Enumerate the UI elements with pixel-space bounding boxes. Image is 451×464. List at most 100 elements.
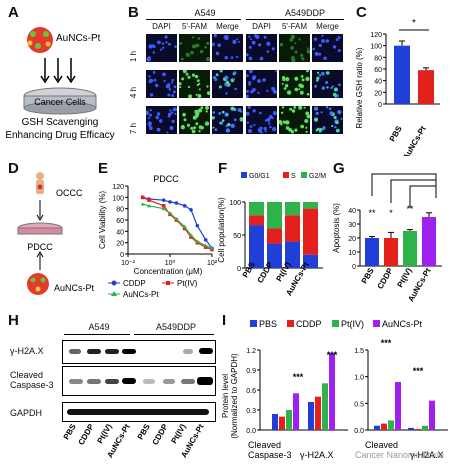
- legend-item-ptiv: Pt(IV): [332, 319, 364, 329]
- data-point: [189, 208, 193, 212]
- panel-a-schematic: AuNCs-Pt Cancer Cells GSH Scavenging Enh…: [5, 27, 115, 141]
- petri-dish-icon: [23, 87, 97, 115]
- panel-h-divider-1: [64, 334, 130, 335]
- bar: [293, 393, 299, 430]
- svg-text:Pt(IV): Pt(IV): [177, 279, 198, 288]
- lane-label: Pt(IV): [95, 422, 113, 445]
- data-point: [182, 226, 187, 231]
- stacked-bar-segment: [267, 228, 282, 244]
- y-tick-label: 1.2: [246, 348, 256, 355]
- panel-d-occc-label: OCCC: [56, 188, 83, 198]
- significance-star: ***: [413, 366, 424, 376]
- svg-text:G2/M: G2/M: [309, 173, 326, 180]
- bar: [394, 45, 410, 104]
- col-header: 5'-FAM: [181, 22, 208, 31]
- y-tick-label: 20: [374, 90, 382, 97]
- significance-star: ***: [327, 350, 338, 360]
- y-tick-label: 120: [112, 184, 124, 191]
- data-point: [203, 245, 208, 249]
- data-point: [168, 200, 172, 204]
- watermark-text: Cancer Nanomedicine: [355, 450, 444, 460]
- y-tick-label: 120: [370, 32, 382, 39]
- panel-i-chart: PBS CDDP Pt(IV) AuNCs-Pt Protein level (…: [221, 319, 448, 460]
- group-label: CDDP: [376, 266, 395, 291]
- panel-e-ylabel: Cell Viability (%): [98, 191, 107, 249]
- data-point: [174, 201, 179, 205]
- col-header: DAPI: [252, 22, 271, 31]
- y-tick-label: 100: [370, 44, 382, 51]
- microscopy-image: [179, 34, 210, 62]
- microscopy-image: [312, 70, 343, 98]
- data-point: [195, 223, 200, 228]
- panel-d-particle-label: AuNCs-Pt: [54, 283, 95, 293]
- data-point: [182, 204, 187, 208]
- x-tick-label: 10⁻²: [121, 260, 135, 267]
- bar: [418, 70, 434, 104]
- microscopy-image: [279, 70, 310, 98]
- panel-label-g: G: [333, 160, 345, 177]
- col-header: Merge: [216, 22, 239, 31]
- bar-label: PBS: [388, 124, 404, 143]
- data-point: [182, 224, 187, 229]
- bar: [429, 400, 435, 430]
- svg-text:S: S: [291, 173, 296, 180]
- y-tick-label: 0.0: [354, 428, 364, 435]
- bar: [384, 238, 398, 266]
- panel-a-caption-1: GSH Scavenging: [22, 117, 99, 128]
- blot-label-gapdh: GAPDH: [10, 408, 43, 418]
- microscopy-image: [212, 106, 243, 134]
- bar: [403, 231, 417, 266]
- data-point: [161, 198, 166, 202]
- svg-text:AuNCs-Pt: AuNCs-Pt: [382, 319, 423, 329]
- panel-b-group-a549: A549: [194, 8, 216, 18]
- panel-b-divider-2: [246, 19, 344, 20]
- data-point: [161, 204, 166, 208]
- y-tick-label: 40: [116, 229, 124, 236]
- y-tick-label: 0.0: [246, 428, 256, 435]
- series-line: [142, 196, 213, 249]
- bar: [422, 217, 436, 266]
- stacked-bar-segment: [267, 202, 282, 229]
- panel-i-ylabel-2: (Normalized to GAPDH): [230, 353, 239, 439]
- bar: [365, 238, 379, 266]
- data-point: [210, 246, 214, 250]
- panel-i-ylabel-1: Protein level: [221, 374, 230, 418]
- panel-a-particle-label: AuNCs-Pt: [56, 33, 101, 44]
- microscopy-image: [146, 70, 177, 98]
- y-tick-label: 0.5: [354, 401, 364, 408]
- data-point: [140, 195, 145, 200]
- panel-h-divider-2: [134, 334, 214, 335]
- data-point: [147, 203, 151, 208]
- stacked-bar-segment: [303, 202, 318, 209]
- stacked-bar-segment: [249, 215, 264, 226]
- microscopy-image: [246, 70, 277, 98]
- y-tick-label: 0.3: [246, 408, 256, 415]
- bar: [279, 416, 285, 430]
- culture-dish-icon: [17, 222, 63, 235]
- stacked-bar-segment: [285, 241, 300, 268]
- data-point: [203, 243, 208, 247]
- bar: [308, 402, 314, 430]
- bar: [322, 383, 328, 430]
- y-tick-label: 20: [348, 236, 356, 243]
- stacked-bar-segment: [249, 202, 264, 216]
- microscopy-image: [312, 106, 343, 134]
- blot-gapdh: [62, 402, 216, 422]
- legend-item-s: S: [283, 172, 296, 180]
- blot-cleaved-caspase3: [62, 366, 216, 396]
- panel-a-caption-2: Enhancing Drug Efficacy: [5, 130, 114, 141]
- legend-item-auncs-pt: AuNCs-Pt: [373, 319, 423, 329]
- group-label: γ-H2A.X: [300, 450, 334, 460]
- group-label: PBS: [360, 266, 376, 285]
- y-tick-label: 80: [116, 207, 124, 214]
- down-arrows-icon: [40, 58, 76, 84]
- legend-item-auncs-pt: AuNCs-Pt: [108, 290, 159, 299]
- significance-star: ***: [293, 372, 304, 382]
- y-tick-label: 40: [348, 208, 356, 215]
- panel-d-schematic: OCCC PDCC AuNCs-Pt: [17, 172, 95, 295]
- microscopy-image: [212, 70, 243, 98]
- group-label: Cleaved: [248, 440, 281, 450]
- significance-star: *: [389, 208, 393, 218]
- microscopy-image: [146, 34, 177, 62]
